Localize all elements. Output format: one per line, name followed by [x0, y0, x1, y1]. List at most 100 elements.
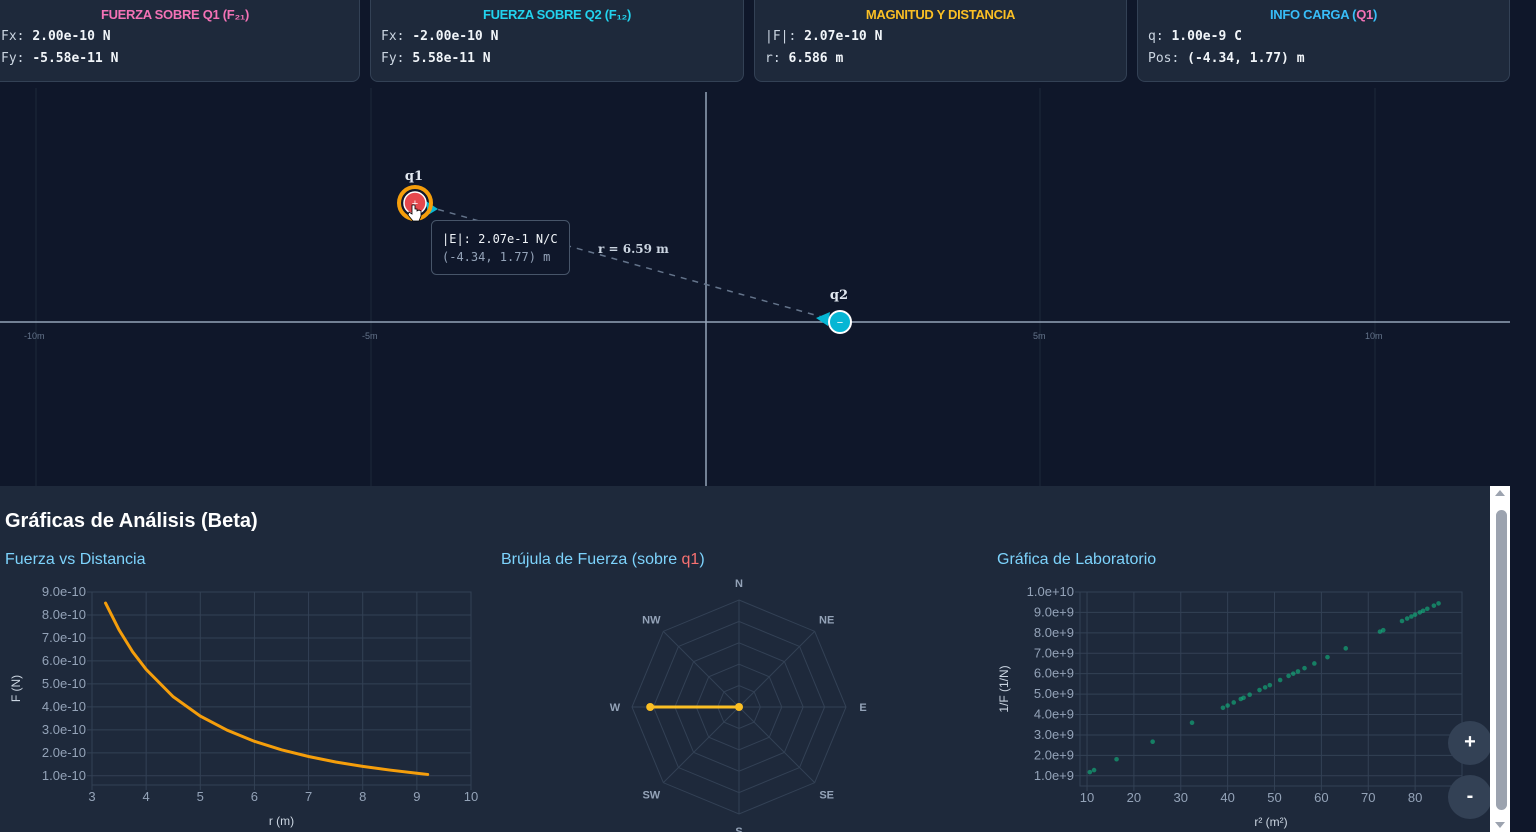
zoom-out-button[interactable]: -	[1448, 775, 1492, 819]
grid	[35, 88, 1376, 486]
x-tick-label: 30	[1174, 790, 1188, 805]
axis-label: 5m	[1033, 331, 1046, 341]
force-arrow-q2	[816, 312, 830, 326]
value: 2.00e-10 N	[32, 29, 111, 44]
title-end: )	[1372, 7, 1377, 22]
data-point	[1295, 669, 1301, 674]
scrollbar[interactable]	[1490, 486, 1510, 832]
data-point	[1247, 692, 1252, 698]
distance-label: r = 6.59 m	[598, 242, 669, 256]
data-point	[1431, 603, 1437, 608]
data-point	[1087, 769, 1093, 775]
title-text: INFO CARGA (	[1270, 7, 1357, 22]
axis-label: -5m	[362, 331, 378, 341]
y-tick-label: 1.0e+9	[1034, 768, 1074, 783]
data-point	[1404, 616, 1410, 621]
distance-row: r: 6.586 m	[765, 51, 1116, 66]
label: Pos:	[1148, 51, 1180, 66]
zoom-in-button[interactable]: +	[1448, 721, 1492, 765]
label: r:	[765, 51, 781, 66]
fy-row: Fy: 5.58e-11 N	[381, 51, 733, 66]
panel-title: Gráficas de Análisis (Beta)	[5, 510, 258, 532]
fx-row: Fx: -2.00e-10 N	[381, 29, 733, 44]
data-point	[1436, 601, 1441, 606]
x-tick-label: 40	[1220, 790, 1234, 805]
data-point	[1425, 606, 1430, 612]
data-point	[1277, 677, 1283, 683]
y-tick-label: 8.0e+9	[1034, 625, 1074, 640]
y-tick-label: 4.0e-10	[42, 699, 86, 714]
data-point	[1399, 618, 1405, 624]
y-tick-label: 5.0e-10	[42, 676, 86, 691]
y-tick-label: 3.0e-10	[42, 722, 86, 737]
card-title: FUERZA SOBRE Q2 (F₁₂)	[482, 7, 632, 22]
value: -5.58e-11 N	[32, 51, 119, 66]
x-tick-label: 6	[251, 789, 258, 804]
x-axis-title: r (m)	[269, 814, 294, 828]
y-tick-label: 3.0e+9	[1034, 727, 1074, 742]
y-axis-title: 1/F (1/N)	[997, 665, 1011, 712]
y-tick-label: 2.0e-10	[42, 745, 86, 760]
value: (-4.34, 1.77) m	[1187, 51, 1305, 66]
y-tick-label: 4.0e+9	[1034, 707, 1074, 722]
x-tick-label: 3	[88, 789, 95, 804]
vector-origin	[735, 703, 743, 711]
value: 6.586 m	[788, 51, 844, 66]
axis-label: -10m	[24, 331, 45, 341]
scrollbar-thumb[interactable]	[1496, 510, 1507, 810]
compass-title-end: )	[699, 551, 705, 568]
y-tick-label: 9.0e-10	[42, 584, 86, 599]
data-point	[1189, 720, 1195, 725]
radar-label: S	[735, 826, 742, 832]
data-point	[1257, 687, 1262, 693]
label: Fx:	[381, 29, 405, 44]
value: 1.00e-9 C	[1171, 29, 1242, 44]
y-tick-label: 7.0e+9	[1034, 645, 1074, 660]
x-tick-label: 50	[1267, 790, 1281, 805]
radar-spoke	[662, 630, 740, 708]
x-tick-label: 70	[1361, 790, 1375, 805]
force-curve	[104, 601, 430, 776]
charge-sign: −	[837, 317, 843, 329]
charge-q2[interactable]: − q2	[828, 288, 852, 334]
vector-point	[646, 703, 655, 711]
tooltip-field: |E|: 2.07e-1 N/C	[442, 232, 558, 246]
data-point	[1420, 608, 1426, 614]
y-tick-label: 2.0e+9	[1034, 747, 1074, 762]
plot-area	[91, 591, 472, 786]
hand-cursor-icon	[407, 204, 422, 222]
compass-title: Brújula de Fuerza (sobre q1)	[501, 551, 705, 569]
label: Fy:	[381, 51, 405, 66]
card-charge-info: INFO CARGA (Q1) q: 1.00e-9 C Pos: (-4.34…	[1137, 0, 1510, 82]
y-tick-label: 6.0e+9	[1034, 666, 1074, 681]
simulation-canvas[interactable]: -10m -5m 5m 10m r = 6.59 m + q1 − q2 |E|…	[0, 88, 1510, 486]
x-tick-label: 20	[1127, 790, 1141, 805]
x-tick-label: 60	[1314, 790, 1328, 805]
radar-spoke	[662, 706, 740, 784]
label: Fx:	[1, 29, 25, 44]
card-title: MAGNITUD Y DISTANCIA	[865, 7, 1016, 22]
charge-label: q2	[830, 288, 848, 303]
x-tick-label: 5	[197, 789, 204, 804]
radar-label: NW	[642, 614, 661, 626]
analysis-panel: Gráficas de Análisis (Beta) Fuerza vs Di…	[0, 486, 1490, 832]
card-magnitude: MAGNITUD Y DISTANCIA |F|: 2.07e-10 N r: …	[754, 0, 1127, 82]
charge-label: q1	[405, 169, 423, 184]
data-point	[1312, 661, 1317, 666]
scroll-down-icon[interactable]	[1495, 822, 1505, 828]
scroll-up-icon[interactable]	[1495, 490, 1505, 496]
lab-chart-title: Gráfica de Laboratorio	[997, 551, 1157, 568]
radar-spoke	[738, 630, 816, 708]
x-tick-label: 8	[359, 789, 366, 804]
label: q:	[1148, 29, 1164, 44]
card-force-q2: FUERZA SOBRE Q2 (F₁₂) Fx: -2.00e-10 N Fy…	[370, 0, 744, 82]
y-tick-label: 1.0e+10	[1027, 584, 1074, 599]
fx-row: Fx: 2.00e-10 N	[1, 29, 349, 44]
data-point	[1290, 671, 1296, 676]
x-tick-label: 9	[413, 789, 420, 804]
radar-label: N	[735, 578, 743, 590]
data-point	[1241, 695, 1246, 701]
data-point	[1150, 739, 1155, 744]
y-tick-label: 8.0e-10	[42, 607, 86, 622]
value: 5.58e-11 N	[412, 51, 491, 66]
